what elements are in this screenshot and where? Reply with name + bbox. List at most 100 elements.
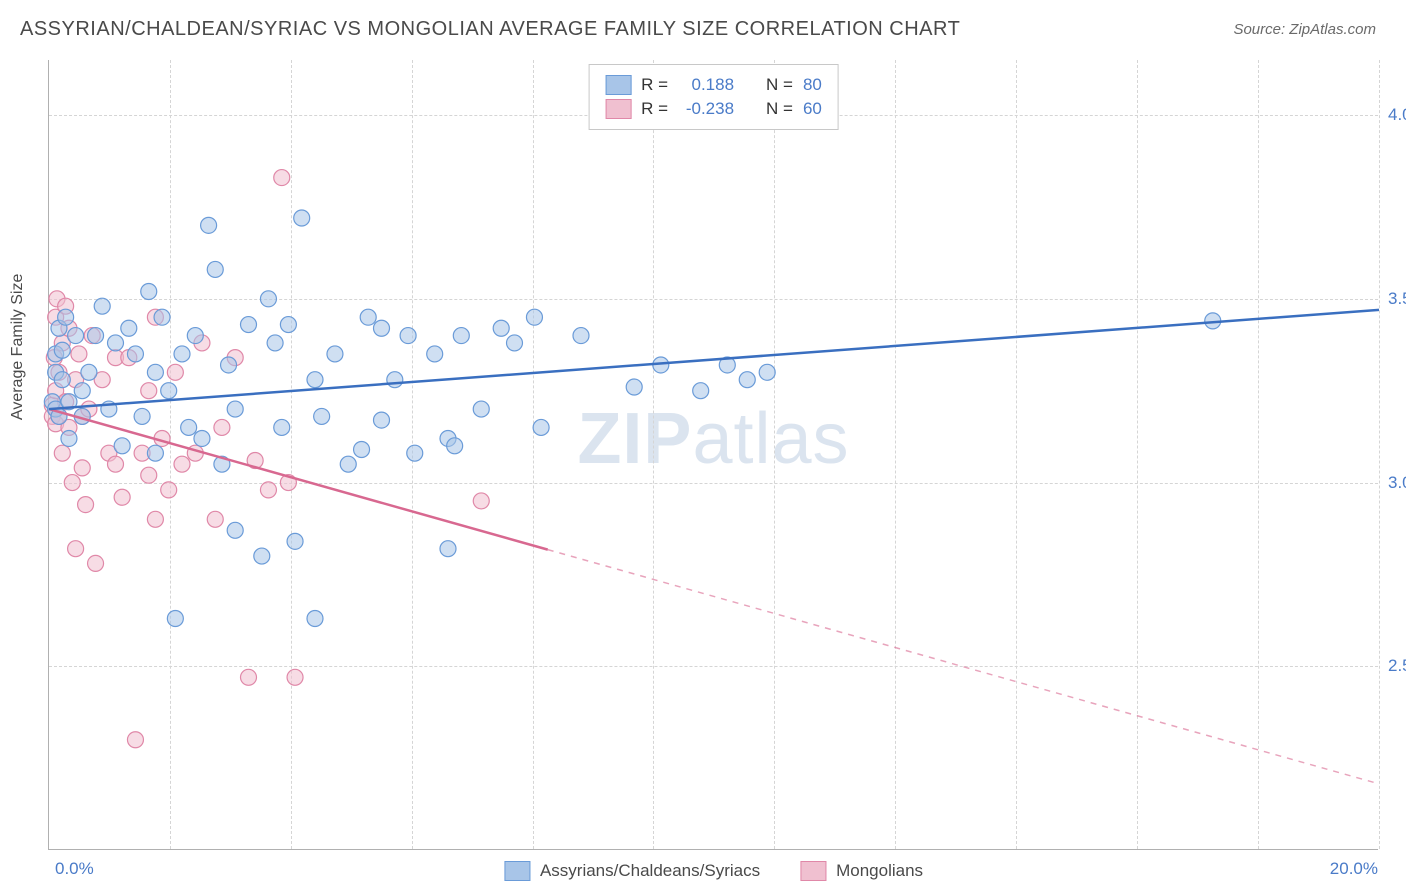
correlation-legend: R = 0.188 N = 80 R = -0.238 N = 60 xyxy=(588,64,839,130)
data-point-series1 xyxy=(61,430,77,446)
x-axis-min-label: 0.0% xyxy=(55,859,94,879)
data-point-series1 xyxy=(307,611,323,627)
data-point-series1 xyxy=(354,441,370,457)
data-point-series1 xyxy=(507,335,523,351)
data-point-series1 xyxy=(181,419,197,435)
data-point-series1 xyxy=(573,328,589,344)
data-point-series1 xyxy=(74,383,90,399)
data-point-series1 xyxy=(533,419,549,435)
data-point-series2 xyxy=(114,489,130,505)
data-point-series1 xyxy=(194,430,210,446)
legend-swatch-series2-bottom xyxy=(800,861,826,881)
data-point-series1 xyxy=(147,445,163,461)
trend-line-dashed-series2 xyxy=(548,550,1379,784)
data-point-series2 xyxy=(64,475,80,491)
legend-row-series1: R = 0.188 N = 80 xyxy=(605,73,822,97)
data-point-series1 xyxy=(154,309,170,325)
data-point-series1 xyxy=(374,320,390,336)
data-point-series2 xyxy=(287,669,303,685)
data-point-series1 xyxy=(254,548,270,564)
legend-swatch-series1-bottom xyxy=(504,861,530,881)
data-point-series1 xyxy=(453,328,469,344)
y-tick-label: 3.50 xyxy=(1388,289,1406,309)
data-point-series1 xyxy=(207,261,223,277)
data-point-series1 xyxy=(307,372,323,388)
data-point-series1 xyxy=(400,328,416,344)
y-tick-label: 2.50 xyxy=(1388,656,1406,676)
legend-swatch-series2 xyxy=(605,99,631,119)
legend-item-series2: Mongolians xyxy=(800,861,923,881)
data-point-series2 xyxy=(473,493,489,509)
data-point-series2 xyxy=(141,467,157,483)
data-point-series1 xyxy=(58,309,74,325)
plot-svg xyxy=(49,60,1378,849)
legend-swatch-series1 xyxy=(605,75,631,95)
gridline-vertical xyxy=(1379,60,1380,849)
data-point-series2 xyxy=(274,170,290,186)
data-point-series1 xyxy=(134,408,150,424)
x-axis-max-label: 20.0% xyxy=(1330,859,1378,879)
data-point-series2 xyxy=(88,555,104,571)
data-point-series1 xyxy=(114,438,130,454)
data-point-series1 xyxy=(121,320,137,336)
chart-container: Average Family Size ZIPatlas 2.503.003.5… xyxy=(48,60,1378,850)
y-tick-label: 3.00 xyxy=(1388,473,1406,493)
data-point-series1 xyxy=(108,335,124,351)
data-point-series1 xyxy=(147,364,163,380)
plot-area: ZIPatlas 2.503.003.504.00 R = 0.188 N = … xyxy=(48,60,1378,850)
data-point-series1 xyxy=(493,320,509,336)
data-point-series1 xyxy=(161,383,177,399)
data-point-series1 xyxy=(187,328,203,344)
data-point-series1 xyxy=(327,346,343,362)
data-point-series1 xyxy=(280,317,296,333)
series-legend: Assyrians/Chaldeans/Syriacs Mongolians xyxy=(504,861,923,881)
data-point-series1 xyxy=(447,438,463,454)
data-point-series1 xyxy=(227,522,243,538)
legend-row-series2: R = -0.238 N = 60 xyxy=(605,97,822,121)
data-point-series1 xyxy=(407,445,423,461)
data-point-series1 xyxy=(201,217,217,233)
data-point-series1 xyxy=(241,317,257,333)
data-point-series1 xyxy=(267,335,283,351)
data-point-series1 xyxy=(693,383,709,399)
data-point-series1 xyxy=(374,412,390,428)
source-attribution: Source: ZipAtlas.com xyxy=(1233,21,1376,38)
data-point-series1 xyxy=(227,401,243,417)
data-point-series2 xyxy=(147,511,163,527)
data-point-series2 xyxy=(78,497,94,513)
data-point-series1 xyxy=(287,533,303,549)
data-point-series1 xyxy=(294,210,310,226)
data-point-series1 xyxy=(94,298,110,314)
data-point-series2 xyxy=(74,460,90,476)
data-point-series1 xyxy=(88,328,104,344)
data-point-series1 xyxy=(81,364,97,380)
data-point-series2 xyxy=(127,732,143,748)
data-point-series1 xyxy=(473,401,489,417)
data-point-series2 xyxy=(167,364,183,380)
y-tick-label: 4.00 xyxy=(1388,105,1406,125)
data-point-series1 xyxy=(167,611,183,627)
data-point-series1 xyxy=(141,283,157,299)
data-point-series1 xyxy=(526,309,542,325)
data-point-series2 xyxy=(54,445,70,461)
data-point-series1 xyxy=(221,357,237,373)
data-point-series1 xyxy=(68,328,84,344)
data-point-series1 xyxy=(626,379,642,395)
chart-title: ASSYRIAN/CHALDEAN/SYRIAC VS MONGOLIAN AV… xyxy=(20,18,960,41)
data-point-series1 xyxy=(260,291,276,307)
data-point-series1 xyxy=(440,541,456,557)
data-point-series1 xyxy=(340,456,356,472)
data-point-series1 xyxy=(274,419,290,435)
data-point-series2 xyxy=(241,669,257,685)
data-point-series1 xyxy=(739,372,755,388)
data-point-series2 xyxy=(214,419,230,435)
data-point-series2 xyxy=(161,482,177,498)
data-point-series1 xyxy=(759,364,775,380)
data-point-series1 xyxy=(360,309,376,325)
data-point-series2 xyxy=(260,482,276,498)
data-point-series2 xyxy=(71,346,87,362)
data-point-series2 xyxy=(108,456,124,472)
legend-item-series1: Assyrians/Chaldeans/Syriacs xyxy=(504,861,760,881)
data-point-series1 xyxy=(127,346,143,362)
trend-line-series2 xyxy=(49,409,548,550)
